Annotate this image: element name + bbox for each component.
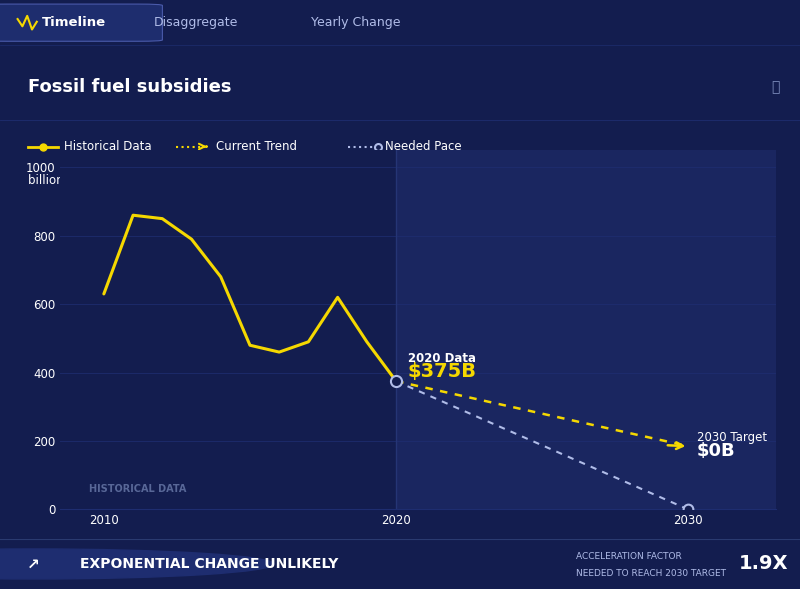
Text: ↗: ↗ [27, 557, 40, 571]
Bar [396, 150, 776, 509]
Text: HISTORICAL DATA: HISTORICAL DATA [90, 484, 186, 494]
Text: ⓘ: ⓘ [772, 80, 780, 94]
Text: Historical Data: Historical Data [64, 140, 152, 153]
Text: Disaggregate: Disaggregate [154, 16, 238, 29]
Text: $0B: $0B [697, 442, 736, 461]
Text: Current Trend: Current Trend [216, 140, 297, 153]
Text: 1.9X: 1.9X [739, 554, 789, 574]
Text: ACCELERATION FACTOR: ACCELERATION FACTOR [576, 552, 682, 561]
Text: 2030 Target: 2030 Target [697, 431, 767, 444]
Circle shape [0, 549, 274, 579]
Text: Fossil fuel subsidies: Fossil fuel subsidies [28, 78, 231, 97]
Text: Yearly Change: Yearly Change [311, 16, 401, 29]
FancyBboxPatch shape [0, 4, 162, 41]
Text: Timeline: Timeline [42, 16, 106, 29]
Text: Needed Pace: Needed Pace [385, 140, 462, 153]
Text: NEEDED TO REACH 2030 TARGET: NEEDED TO REACH 2030 TARGET [576, 570, 726, 578]
Text: EXPONENTIAL CHANGE UNLIKELY: EXPONENTIAL CHANGE UNLIKELY [80, 557, 338, 571]
Text: $375B: $375B [408, 362, 477, 380]
Text: 2020 Data: 2020 Data [408, 352, 476, 365]
Text: billion USD: billion USD [28, 174, 92, 187]
